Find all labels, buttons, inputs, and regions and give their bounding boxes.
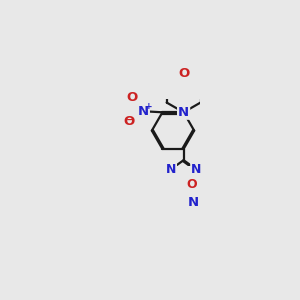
Text: O: O — [186, 178, 197, 191]
Text: O: O — [123, 115, 134, 128]
Text: N: N — [138, 105, 149, 118]
Text: O: O — [178, 67, 189, 80]
Text: N: N — [178, 106, 189, 119]
Text: N: N — [188, 196, 199, 209]
Text: O: O — [126, 91, 137, 104]
Text: +: + — [145, 102, 153, 111]
Text: N: N — [191, 163, 202, 176]
Text: N: N — [166, 163, 176, 176]
Text: −: − — [126, 114, 135, 124]
